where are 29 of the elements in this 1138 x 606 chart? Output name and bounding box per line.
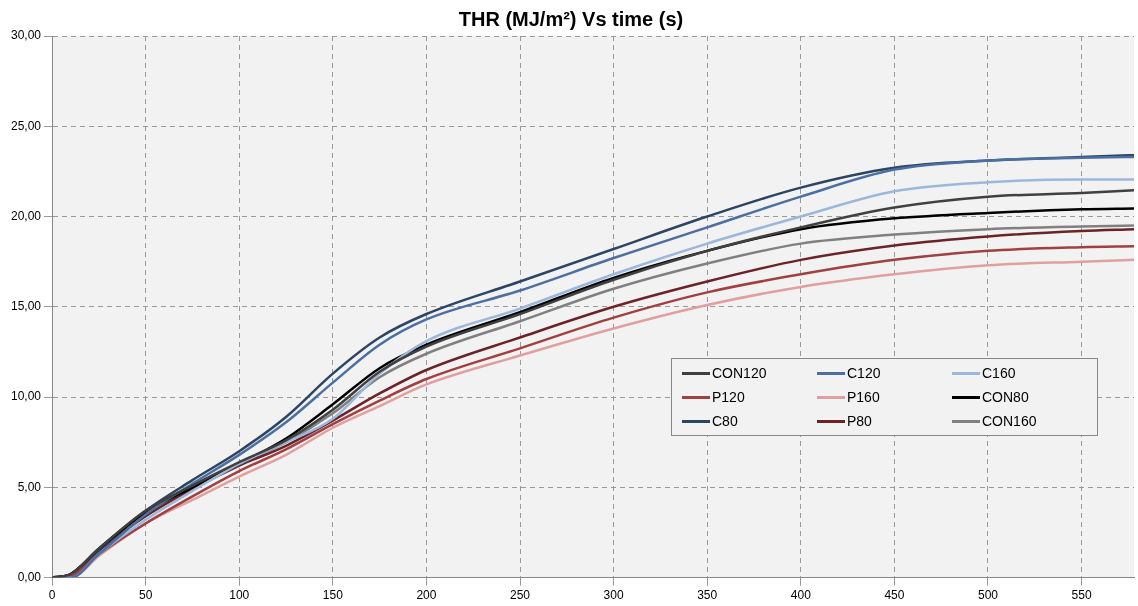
legend-label: P120 xyxy=(712,389,745,405)
y-tick-label: 5,00 xyxy=(17,479,42,494)
x-tick-label: 350 xyxy=(697,588,718,603)
y-tick-label: 25,00 xyxy=(11,118,42,133)
x-tick-label: 500 xyxy=(977,588,999,603)
legend-label: C120 xyxy=(847,365,881,381)
chart-title: THR (MJ/m²) Vs time (s) xyxy=(458,7,684,30)
x-tick-label: 200 xyxy=(416,588,437,603)
x-tick-label: 300 xyxy=(603,588,624,603)
y-tick-label: 10,00 xyxy=(11,389,42,404)
x-tick-label: 450 xyxy=(884,588,905,603)
legend-label: P80 xyxy=(847,413,872,429)
x-tick-label: 400 xyxy=(790,588,812,603)
legend-label: CON120 xyxy=(712,365,767,381)
y-tick-label: 20,00 xyxy=(11,208,42,223)
legend-label: CON80 xyxy=(982,389,1029,405)
legend-label: C160 xyxy=(982,365,1016,381)
y-tick-label: 0,00 xyxy=(17,569,42,584)
y-tick-label: 30,00 xyxy=(11,28,42,43)
x-tick-label: 550 xyxy=(1071,588,1092,603)
x-tick-label: 0 xyxy=(48,588,56,603)
y-tick-label: 15,00 xyxy=(11,299,42,314)
x-tick-label: 150 xyxy=(322,588,344,603)
x-tick-label: 50 xyxy=(138,588,153,603)
x-tick-label: 250 xyxy=(509,588,531,603)
x-tick-label: 100 xyxy=(229,588,250,603)
legend-label: P160 xyxy=(847,389,880,405)
legend-label: CON160 xyxy=(982,413,1037,429)
legend-label: C80 xyxy=(712,413,738,429)
